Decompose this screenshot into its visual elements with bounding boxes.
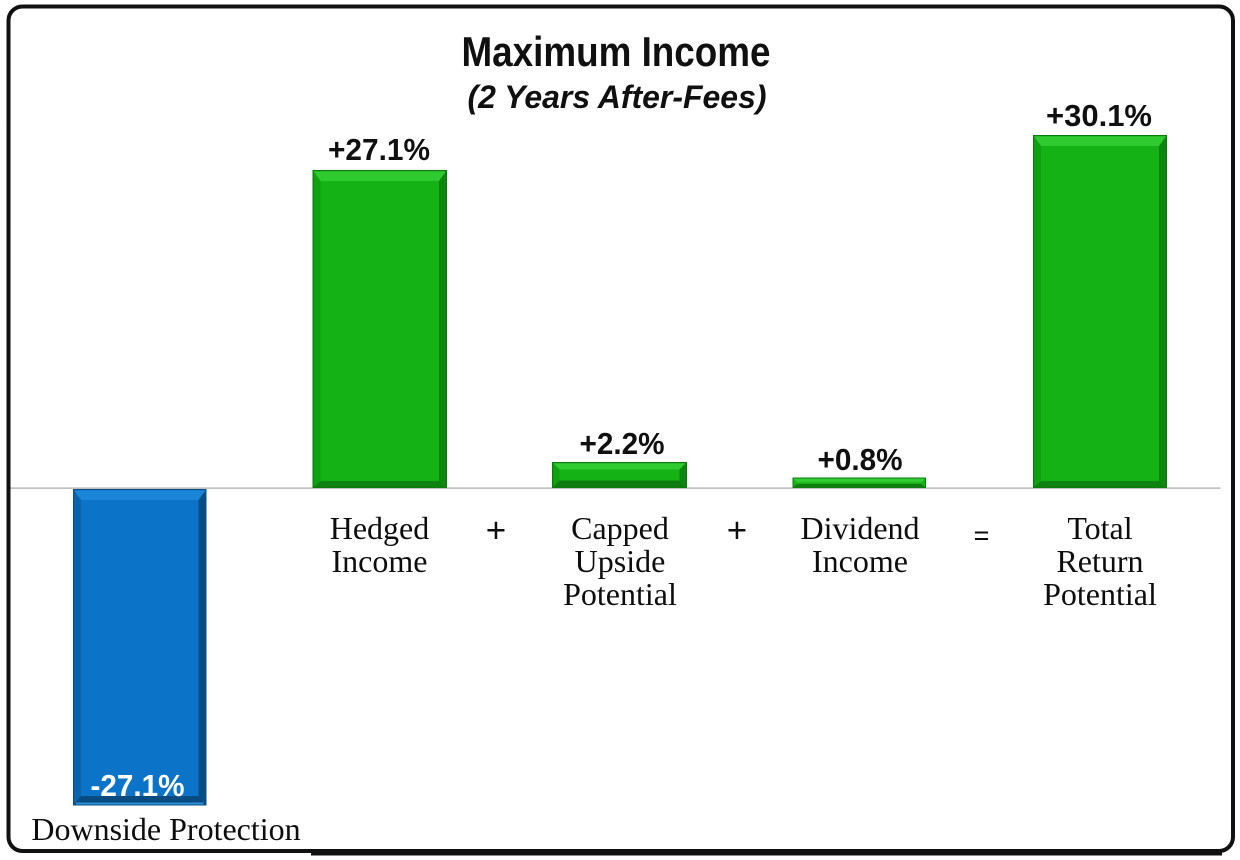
svg-text:Downside Protection: Downside Protection <box>31 811 300 847</box>
svg-text:=: = <box>974 521 990 551</box>
svg-text:Capped: Capped <box>571 510 669 546</box>
svg-text:Income: Income <box>812 543 908 579</box>
svg-text:Hedged: Hedged <box>330 510 430 546</box>
svg-text:-27.1%: -27.1% <box>91 768 185 803</box>
svg-text:Return: Return <box>1056 543 1143 579</box>
svg-text:+: + <box>486 511 506 550</box>
svg-text:+2.2%: +2.2% <box>580 426 665 461</box>
svg-text:(2 Years After-Fees): (2 Years After-Fees) <box>468 79 767 115</box>
svg-text:Upside: Upside <box>575 543 666 579</box>
svg-text:Income: Income <box>332 543 428 579</box>
svg-text:+0.8%: +0.8% <box>818 442 903 477</box>
svg-text:+27.1%: +27.1% <box>328 132 430 167</box>
svg-text:Dividend: Dividend <box>800 510 919 546</box>
svg-text:+30.1%: +30.1% <box>1046 98 1152 133</box>
svg-text:Potential: Potential <box>563 576 677 612</box>
svg-text:Maximum Income: Maximum Income <box>462 28 771 75</box>
svg-text:+: + <box>727 511 747 550</box>
svg-text:Total: Total <box>1067 510 1132 546</box>
svg-text:Potential: Potential <box>1043 576 1157 612</box>
